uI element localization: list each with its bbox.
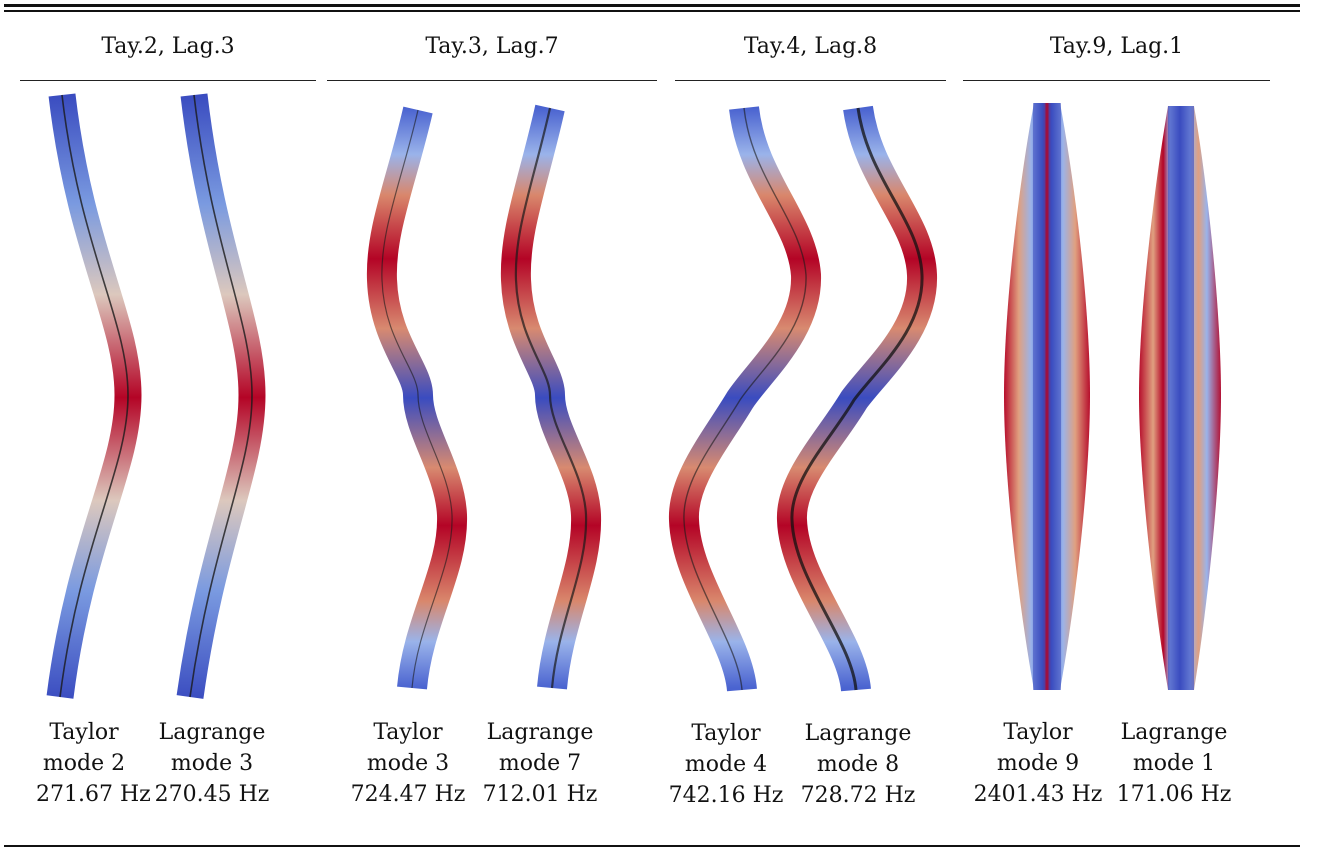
caption-lagrange-mode-3: Lagrange mode 3 270.45 Hz (152, 717, 272, 810)
group-title-4: Tay.9, Lag.1 (1049, 34, 1184, 59)
group-title-3: Tay.4, Lag.8 (743, 34, 878, 59)
caption-frequency: 171.06 Hz (1116, 782, 1232, 807)
caption-label: Lagrange (486, 720, 594, 745)
group-underline-4 (963, 80, 1270, 82)
beam-lagrange-mode-8 (777, 105, 937, 693)
caption-label: Taylor (1003, 720, 1073, 745)
top-rule-thin (4, 10, 1300, 12)
caption-label: Lagrange (158, 720, 266, 745)
caption-lagrange-mode-8: Lagrange mode 8 728.72 Hz (796, 718, 920, 811)
caption-mode: mode 4 (684, 752, 768, 777)
caption-label: Taylor (373, 720, 443, 745)
caption-mode: mode 7 (498, 751, 582, 776)
caption-mode: mode 1 (1132, 751, 1216, 776)
beam-lagrange-mode-1 (1139, 106, 1221, 690)
caption-frequency: 742.16 Hz (668, 783, 784, 808)
beam-taylor-mode-9 (1004, 103, 1090, 690)
caption-frequency: 724.47 Hz (350, 782, 466, 807)
group-title-2: Tay.3, Lag.7 (425, 34, 559, 59)
caption-taylor-mode-4: Taylor mode 4 742.16 Hz (664, 718, 788, 811)
caption-frequency: 712.01 Hz (482, 782, 598, 807)
caption-label: Lagrange (804, 721, 912, 746)
caption-frequency: 270.45 Hz (154, 782, 270, 807)
caption-label: Lagrange (1120, 720, 1228, 745)
group-underline-2 (327, 80, 657, 82)
caption-frequency: 728.72 Hz (800, 783, 916, 808)
group-underline-1 (20, 80, 316, 82)
caption-mode: mode 3 (170, 751, 254, 776)
beam-lagrange-mode-3 (176, 93, 266, 699)
bottom-rule (4, 845, 1300, 847)
beam-taylor-mode-2 (46, 93, 142, 699)
caption-frequency: 2401.43 Hz (973, 782, 1103, 807)
caption-label: Taylor (49, 720, 119, 745)
group-underline-3 (675, 80, 946, 82)
caption-lagrange-mode-7: Lagrange mode 7 712.01 Hz (478, 717, 602, 810)
caption-mode: mode 2 (42, 751, 126, 776)
caption-lagrange-mode-1: Lagrange mode 1 171.06 Hz (1112, 717, 1236, 810)
caption-taylor-mode-9: Taylor mode 9 2401.43 Hz (968, 717, 1108, 810)
caption-label: Taylor (691, 721, 761, 746)
beam-lagrange-mode-7 (500, 104, 602, 690)
caption-mode: mode 3 (366, 751, 450, 776)
caption-taylor-mode-3: Taylor mode 3 724.47 Hz (346, 717, 470, 810)
caption-mode: mode 9 (996, 751, 1080, 776)
beam-taylor-mode-4 (668, 105, 821, 692)
beam-taylor-mode-3 (366, 106, 468, 690)
group-title-1: Tay.2, Lag.3 (101, 34, 235, 59)
top-rule-thick (4, 4, 1300, 7)
caption-mode: mode 8 (816, 752, 900, 777)
caption-frequency: 271.67 Hz (36, 782, 151, 807)
caption-taylor-mode-2: Taylor mode 2 271.67 Hz (36, 717, 151, 810)
